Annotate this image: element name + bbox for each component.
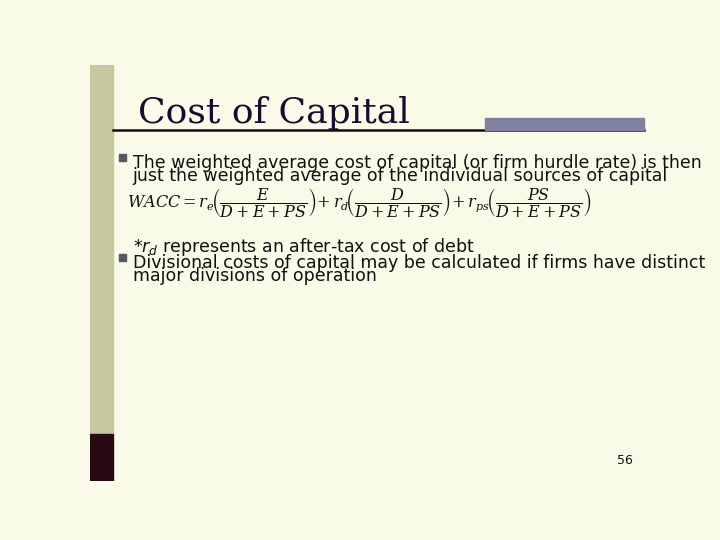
Text: 56: 56 xyxy=(616,454,632,467)
Text: Divisional costs of capital may be calculated if firms have distinct: Divisional costs of capital may be calcu… xyxy=(132,254,705,272)
Bar xyxy=(120,254,127,261)
Bar xyxy=(120,154,127,161)
Text: $\mathit{WACC} = r_e\!\left(\dfrac{E}{D+E+PS}\right)\!+r_d\!\left(\dfrac{D}{D+E+: $\mathit{WACC} = r_e\!\left(\dfrac{E}{D+… xyxy=(127,186,592,219)
Text: just the weighted average of the individual sources of capital: just the weighted average of the individ… xyxy=(132,167,668,185)
Text: The weighted average cost of capital (or firm hurdle rate) is then: The weighted average cost of capital (or… xyxy=(132,154,701,172)
Bar xyxy=(90,434,113,481)
Bar xyxy=(90,65,113,434)
Text: major divisions of operation: major divisions of operation xyxy=(132,267,377,285)
Bar xyxy=(485,118,644,130)
Text: Cost of Capital: Cost of Capital xyxy=(138,96,410,130)
Text: $*r_d$ represents an after-tax cost of debt: $*r_d$ represents an after-tax cost of d… xyxy=(132,236,474,258)
